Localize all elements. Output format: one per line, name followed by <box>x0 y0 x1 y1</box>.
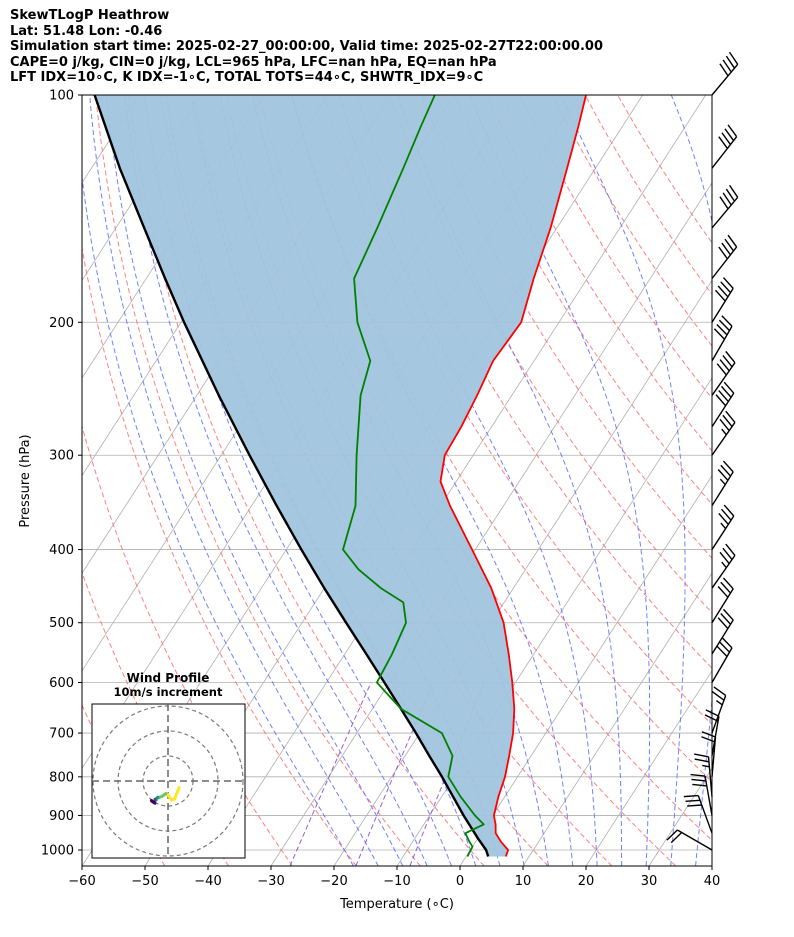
y-tick-label: 200 <box>49 316 74 331</box>
wind-barb <box>711 51 739 96</box>
dry-adiabat <box>486 95 712 452</box>
isotherm-line <box>711 865 712 866</box>
dry-adiabat <box>82 571 230 866</box>
isotherm-line <box>0 95 13 866</box>
y-tick-label: 500 <box>49 616 74 631</box>
hodograph-trace <box>149 799 154 803</box>
x-tick-label: −20 <box>320 874 347 889</box>
wind-barb <box>711 504 735 550</box>
moist-adiabat <box>338 95 598 866</box>
wind-barb <box>711 277 734 323</box>
x-tick-label: −30 <box>257 874 284 889</box>
x-tick-label: −10 <box>383 874 410 889</box>
wind-barb <box>711 234 738 279</box>
y-tick-label: 1000 <box>41 844 74 859</box>
wind-barb <box>711 460 734 507</box>
wind-barb <box>711 184 739 229</box>
location-line: Lat: 51.48 Lon: -0.46 <box>10 23 163 39</box>
moist-adiabat <box>745 95 794 866</box>
x-tick-label: −50 <box>131 874 158 889</box>
parcel-profile-line <box>93 95 490 857</box>
dry-adiabat <box>258 95 712 841</box>
chart-header: SkewTLogP Heathrow Lat: 51.48 Lon: -0.46… <box>10 8 780 86</box>
moist-adiabat <box>124 95 428 866</box>
x-tick-label: 30 <box>641 874 658 889</box>
hodograph-trace <box>173 785 181 801</box>
isotherm-line <box>459 474 712 866</box>
isotherm-line <box>0 95 76 866</box>
x-tick-label: 40 <box>704 874 721 889</box>
y-tick-label: 400 <box>49 543 74 558</box>
y-tick-label: 100 <box>49 89 74 104</box>
moist-adiabat <box>106 95 404 866</box>
x-tick-label: 0 <box>456 874 464 889</box>
isotherm-line <box>333 279 712 866</box>
moist-adiabat <box>560 95 686 866</box>
dry-adiabat <box>82 424 293 866</box>
y-tick-label: 300 <box>49 449 74 464</box>
wind-barb <box>711 381 735 428</box>
mixing-ratio-line <box>355 682 434 866</box>
chart-title: SkewTLogP Heathrow <box>10 8 170 23</box>
temperature-profile-line <box>439 95 587 857</box>
wind-barb <box>704 709 720 756</box>
moist-adiabat <box>720 95 787 866</box>
mixing-ratio-line <box>289 682 372 866</box>
time-line: Simulation start time: 2025-02-27_00:00:… <box>10 39 603 54</box>
x-axis-title: Temperature (∘C) <box>339 897 454 912</box>
x-tick-label: −60 <box>68 874 95 889</box>
moist-adiabat <box>143 95 452 866</box>
wind-barb <box>711 608 734 655</box>
wind-barb <box>711 686 727 734</box>
dry-adiabat <box>388 95 712 614</box>
x-tick-label: −40 <box>194 874 221 889</box>
wind-barb <box>666 829 713 851</box>
y-tick-label: 600 <box>49 676 74 691</box>
wind-barb <box>683 794 713 834</box>
moist-adiabat <box>82 173 354 866</box>
dry-adiabat <box>82 244 357 866</box>
x-tick-label: 10 <box>515 874 532 889</box>
wind-barb <box>690 773 713 816</box>
wind-barb <box>711 410 736 456</box>
dry-adiabat <box>421 95 712 559</box>
isotherm-line <box>207 95 707 866</box>
isotherm-line <box>82 95 203 282</box>
wind-barb <box>694 753 713 797</box>
cin-shading <box>94 95 586 857</box>
y-tick-label: 700 <box>49 727 74 742</box>
wind-barb <box>711 124 738 169</box>
wind-barb <box>711 577 734 624</box>
wind-barb <box>711 636 733 683</box>
dewpoint-profile-line <box>342 95 485 857</box>
y-tick-label: 900 <box>49 809 74 824</box>
isotherm-line <box>775 95 794 866</box>
wind-barb <box>711 543 736 589</box>
x-tick-label: 20 <box>578 874 595 889</box>
dry-adiabat <box>454 95 712 505</box>
index-line: LFT IDX=10∘C, K IDX=-1∘C, TOTAL TOTS=44∘… <box>10 70 484 85</box>
y-tick-label: 800 <box>49 770 74 785</box>
wind-barb <box>711 315 733 362</box>
wind-barb <box>711 350 736 396</box>
y-axis-title: Pressure (hPa) <box>18 434 33 527</box>
isotherm-line <box>270 182 712 866</box>
dry-adiabat <box>617 95 712 244</box>
cape-line: CAPE=0 j/kg, CIN=0 j/kg, LCL=965 hPa, LF… <box>10 54 497 70</box>
moist-adiabat <box>89 95 379 866</box>
wind-barb <box>701 731 717 777</box>
isotherm-line <box>585 670 712 866</box>
hodograph-subtitle: 10m/s increment <box>114 685 223 699</box>
hodograph-title: Wind Profile <box>127 671 210 685</box>
dry-adiabat <box>519 95 712 400</box>
dry-adiabat <box>584 95 712 296</box>
isotherm-line <box>522 572 712 866</box>
